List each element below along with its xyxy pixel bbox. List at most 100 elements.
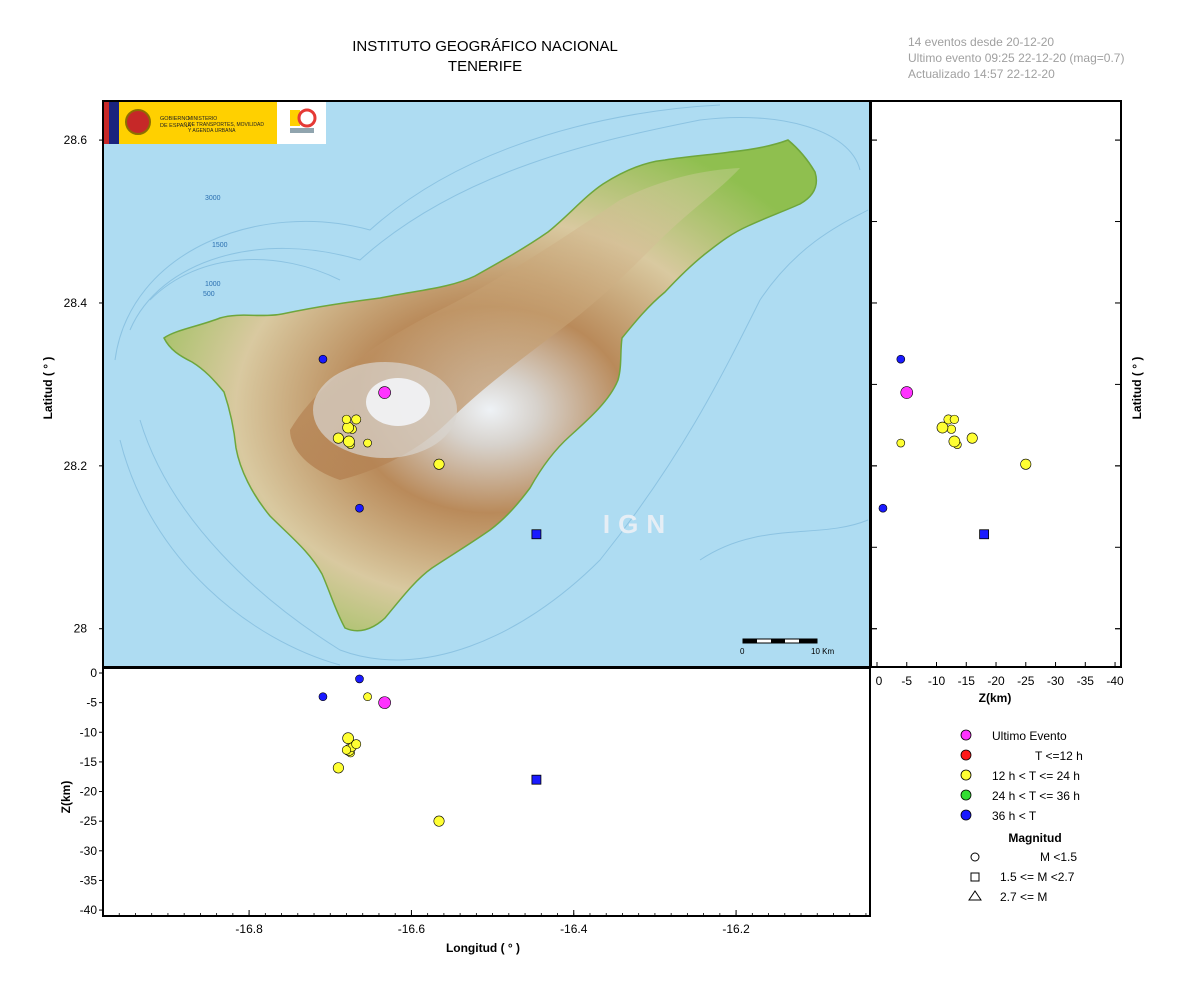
last-event-text: Ultimo evento 09:25 22-12-20 (mag=0.7) <box>908 51 1125 65</box>
institute-title: INSTITUTO GEOGRÁFICO NACIONAL <box>352 38 618 55</box>
epicenter-circle <box>351 739 362 750</box>
epicenter-circle <box>946 424 956 434</box>
epicenter-circle <box>332 432 344 444</box>
z-tick-label-right: -5 <box>901 674 912 688</box>
z-tick-label-right: 0 <box>876 674 883 688</box>
updated-text: Actualizado 14:57 22-12-20 <box>908 67 1055 81</box>
lon-tick-label: -16.4 <box>560 922 588 936</box>
legend-color-t36 <box>960 789 972 801</box>
svg-text:3000: 3000 <box>205 195 221 202</box>
svg-text:1000: 1000 <box>205 281 221 288</box>
svg-text:0: 0 <box>740 647 745 656</box>
legend-label-t12: T <=12 h <box>1035 749 1083 763</box>
axis-ticks: 28.6 28.4 28.2 28 -16.8 -16.6 -16.4 -16.2 0 0 -5 -5… <box>64 133 1124 936</box>
legend-color-t12 <box>960 749 972 761</box>
government-logo: GOBIERNO DE ESPAÑA MINISTERIO DE TRANSPO… <box>103 101 326 144</box>
epicenter-circle <box>351 414 362 425</box>
legend-label-t36: 24 h < T <= 36 h <box>992 789 1080 803</box>
epicenter-circle <box>355 674 364 684</box>
map-epicenters <box>318 354 542 540</box>
z-tick-label-right: -40 <box>1106 674 1124 688</box>
z-axis-title-right: Z(km) <box>979 691 1012 705</box>
z-tick-label-right: -25 <box>1017 674 1035 688</box>
mag-label-small: M <1.5 <box>1040 850 1077 864</box>
svg-text:MINISTERIO: MINISTERIO <box>188 116 217 122</box>
epicenter-circle <box>896 438 906 448</box>
lon-depth-panel <box>102 667 871 917</box>
ign-50-years-logo-icon <box>287 108 317 136</box>
epicenter-circle <box>318 354 328 364</box>
z-tick-label-right: -20 <box>987 674 1005 688</box>
z-axis-title-bottom: Z(km) <box>59 781 73 814</box>
z-tick-label: -20 <box>80 785 98 799</box>
map-panel: 3000 1500 1000 500 GOBIERNO DE ESPAÑA MI… <box>103 101 870 667</box>
scale-bar: 0 10 Km <box>740 638 834 656</box>
svg-text:DE ESPAÑA: DE ESPAÑA <box>160 122 191 129</box>
lon-axis-title: Longitud ( ° ) <box>446 941 520 955</box>
z-tick-label: -10 <box>80 725 98 739</box>
epicenter-circle <box>378 386 391 399</box>
legend-label-last-event: Ultimo Evento <box>992 729 1067 743</box>
teide-peak <box>366 378 430 426</box>
circle-icon <box>970 852 980 862</box>
epicenter-circle <box>878 503 888 513</box>
lat-tick-label: 28 <box>74 622 88 636</box>
z-tick-label: -40 <box>80 903 98 917</box>
legend-label-t24: 12 h < T <= 24 h <box>992 769 1080 783</box>
island-title: TENERIFE <box>447 58 523 75</box>
epicenter-circle <box>936 421 949 434</box>
epicenter-circle <box>948 435 961 448</box>
square-icon <box>970 872 980 882</box>
epicenter-square <box>531 774 542 785</box>
epicenter-circle <box>949 414 959 425</box>
epicenter-circle <box>341 414 352 425</box>
z-tick-label-right: -35 <box>1077 674 1095 688</box>
triangle-icon <box>968 890 982 901</box>
tenerife-island <box>163 139 818 632</box>
epicenter-circle <box>966 432 978 444</box>
z-tick-label: -30 <box>80 844 98 858</box>
svg-text:500: 500 <box>203 291 215 298</box>
epicenter-circle <box>363 692 372 702</box>
z-tick-label: -25 <box>80 814 98 828</box>
svg-text:GOBIERNO: GOBIERNO <box>160 116 190 122</box>
z-tick-label-right: -30 <box>1047 674 1065 688</box>
legend-label-old: 36 h < T <box>992 809 1037 823</box>
epicenter-circle <box>355 503 364 513</box>
z-tick-label-right: -10 <box>928 674 946 688</box>
epicenter-circle <box>378 696 391 709</box>
lat-tick-label: 28.4 <box>64 296 88 310</box>
spain-coat-of-arms-icon <box>125 109 151 135</box>
lat-axis-title-right: Latitud ( ° ) <box>1130 357 1144 420</box>
bathymetry-contours <box>114 104 869 666</box>
lat-tick-label: 28.6 <box>64 133 88 147</box>
epicenter-circle <box>433 458 445 470</box>
svg-text:1500: 1500 <box>212 242 228 249</box>
legend: Ultimo Evento T <=12 h 12 h < T <= 24 h … <box>960 729 1083 904</box>
svg-text:10 Km: 10 Km <box>811 647 834 656</box>
svg-text:Y AGENDA URBANA: Y AGENDA URBANA <box>188 128 236 134</box>
lon-tick-label: -16.6 <box>398 922 426 936</box>
epicenter-circle <box>332 762 344 774</box>
legend-color-last-event <box>960 729 972 741</box>
z-tick-label-right: -15 <box>958 674 976 688</box>
lat-depth-panel <box>870 100 1122 668</box>
events-since-text: 14 eventos desde 20-12-20 <box>908 35 1055 49</box>
z-tick-label: -35 <box>80 873 98 887</box>
epicenter-circle <box>318 692 328 702</box>
bathymetry-labels: 3000 1500 1000 500 <box>203 195 228 298</box>
ign-watermark: IGN <box>603 509 673 539</box>
lon-tick-label: -16.8 <box>235 922 263 936</box>
mag-label-large: 2.7 <= M <box>1000 890 1047 904</box>
lat-depth-epicenters <box>878 354 1032 540</box>
svg-text:DE TRANSPORTES, MOVILIDAD: DE TRANSPORTES, MOVILIDAD <box>188 122 264 128</box>
epicenter-circle <box>343 435 355 448</box>
z-tick-label: -15 <box>80 755 98 769</box>
epicenter-square <box>531 529 542 540</box>
z-tick-label: -5 <box>86 696 97 710</box>
epicenter-circle <box>341 745 352 755</box>
epicenter-circle <box>1020 458 1032 470</box>
lat-axis-title: Latitud ( ° ) <box>41 357 55 420</box>
legend-color-old <box>960 809 972 821</box>
